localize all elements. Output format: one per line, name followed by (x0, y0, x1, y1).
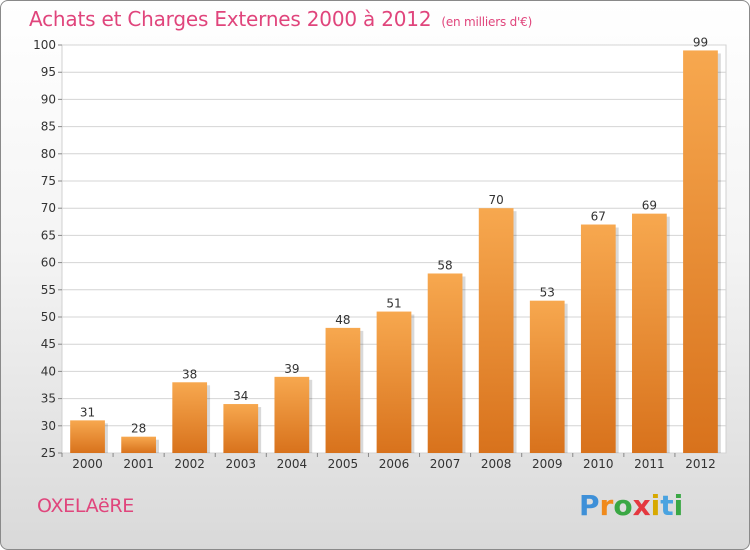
data-label: 34 (233, 389, 248, 403)
bar (376, 311, 412, 453)
y-tick-label: 30 (41, 419, 56, 433)
logo-letter: t (660, 489, 674, 522)
chart-title-text: Achats et Charges Externes 2000 à 2012 (29, 7, 432, 31)
logo-letter: o (613, 489, 633, 522)
y-tick-label: 80 (41, 147, 56, 161)
bar (632, 213, 667, 453)
bar (478, 208, 514, 453)
data-label: 48 (335, 313, 350, 327)
data-label: 28 (131, 422, 146, 436)
data-label: 67 (591, 210, 606, 224)
logo-letter: i (650, 489, 661, 522)
bar (223, 404, 259, 453)
bar (325, 327, 361, 453)
data-label: 31 (80, 405, 95, 419)
bar (580, 224, 616, 453)
y-tick-label: 85 (41, 120, 56, 134)
y-axis: 25 30 35 40 45 50 55 60 65 70 75 80 85 90 95 100 (33, 38, 62, 460)
x-tick-label: 2010 (583, 457, 614, 471)
data-label: 38 (182, 367, 197, 381)
logo-letter: i (673, 489, 684, 522)
x-tick-label: 2012 (685, 457, 716, 471)
x-tick-label: 2001 (123, 457, 154, 471)
data-label: 69 (642, 199, 657, 213)
x-tick-label: 2002 (174, 457, 205, 471)
y-tick-label: 70 (41, 201, 56, 215)
data-label: 58 (437, 258, 452, 272)
logo-letter: P (579, 489, 600, 522)
x-tick-label: 2003 (225, 457, 256, 471)
bar (70, 420, 105, 453)
data-label: 51 (386, 297, 401, 311)
y-tick-label: 25 (41, 446, 56, 460)
proxiti-logo: Proxiti (579, 489, 683, 522)
x-tick-label: 2008 (481, 457, 512, 471)
y-tick-label: 75 (41, 174, 56, 188)
bar (172, 382, 208, 453)
x-tick-label: 2000 (72, 457, 103, 471)
y-tick-label: 40 (41, 364, 56, 378)
x-tick-label: 2004 (277, 457, 308, 471)
logo-letter: x (632, 489, 651, 522)
data-label: 39 (284, 362, 299, 376)
y-tick-label: 55 (41, 283, 56, 297)
bar (427, 273, 463, 453)
y-tick-label: 100 (33, 38, 56, 52)
y-tick-label: 65 (41, 228, 56, 242)
x-tick-label: 2011 (634, 457, 665, 471)
x-axis: 2000 2001 2002 2003 2004 2005 2006 2007 2008 2009… (61, 453, 716, 471)
data-label: 99 (693, 35, 708, 49)
bar (274, 376, 310, 453)
x-tick-label: 2009 (532, 457, 563, 471)
bars: 31 28 38 34 39 48 51 58 70 53 67 69 99 (70, 35, 721, 453)
data-label: 70 (489, 193, 504, 207)
bar (529, 300, 565, 453)
y-tick-label: 90 (41, 92, 56, 106)
y-tick-label: 50 (41, 310, 56, 324)
data-label: 53 (540, 286, 555, 300)
x-tick-label: 2006 (379, 457, 410, 471)
y-tick-label: 60 (41, 256, 56, 270)
bar (683, 50, 718, 453)
y-tick-label: 35 (41, 392, 56, 406)
x-tick-label: 2005 (328, 457, 359, 471)
y-tick-label: 95 (41, 65, 56, 79)
y-tick-label: 45 (41, 337, 56, 351)
chart-unit: (en milliers d'€) (441, 15, 533, 29)
bar (121, 436, 156, 453)
place-name: OXELAëRE (37, 495, 134, 517)
x-tick-label: 2007 (430, 457, 461, 471)
logo-letter: r (599, 489, 614, 522)
chart-title: Achats et Charges Externes 2000 à 2012 (e… (29, 7, 532, 31)
